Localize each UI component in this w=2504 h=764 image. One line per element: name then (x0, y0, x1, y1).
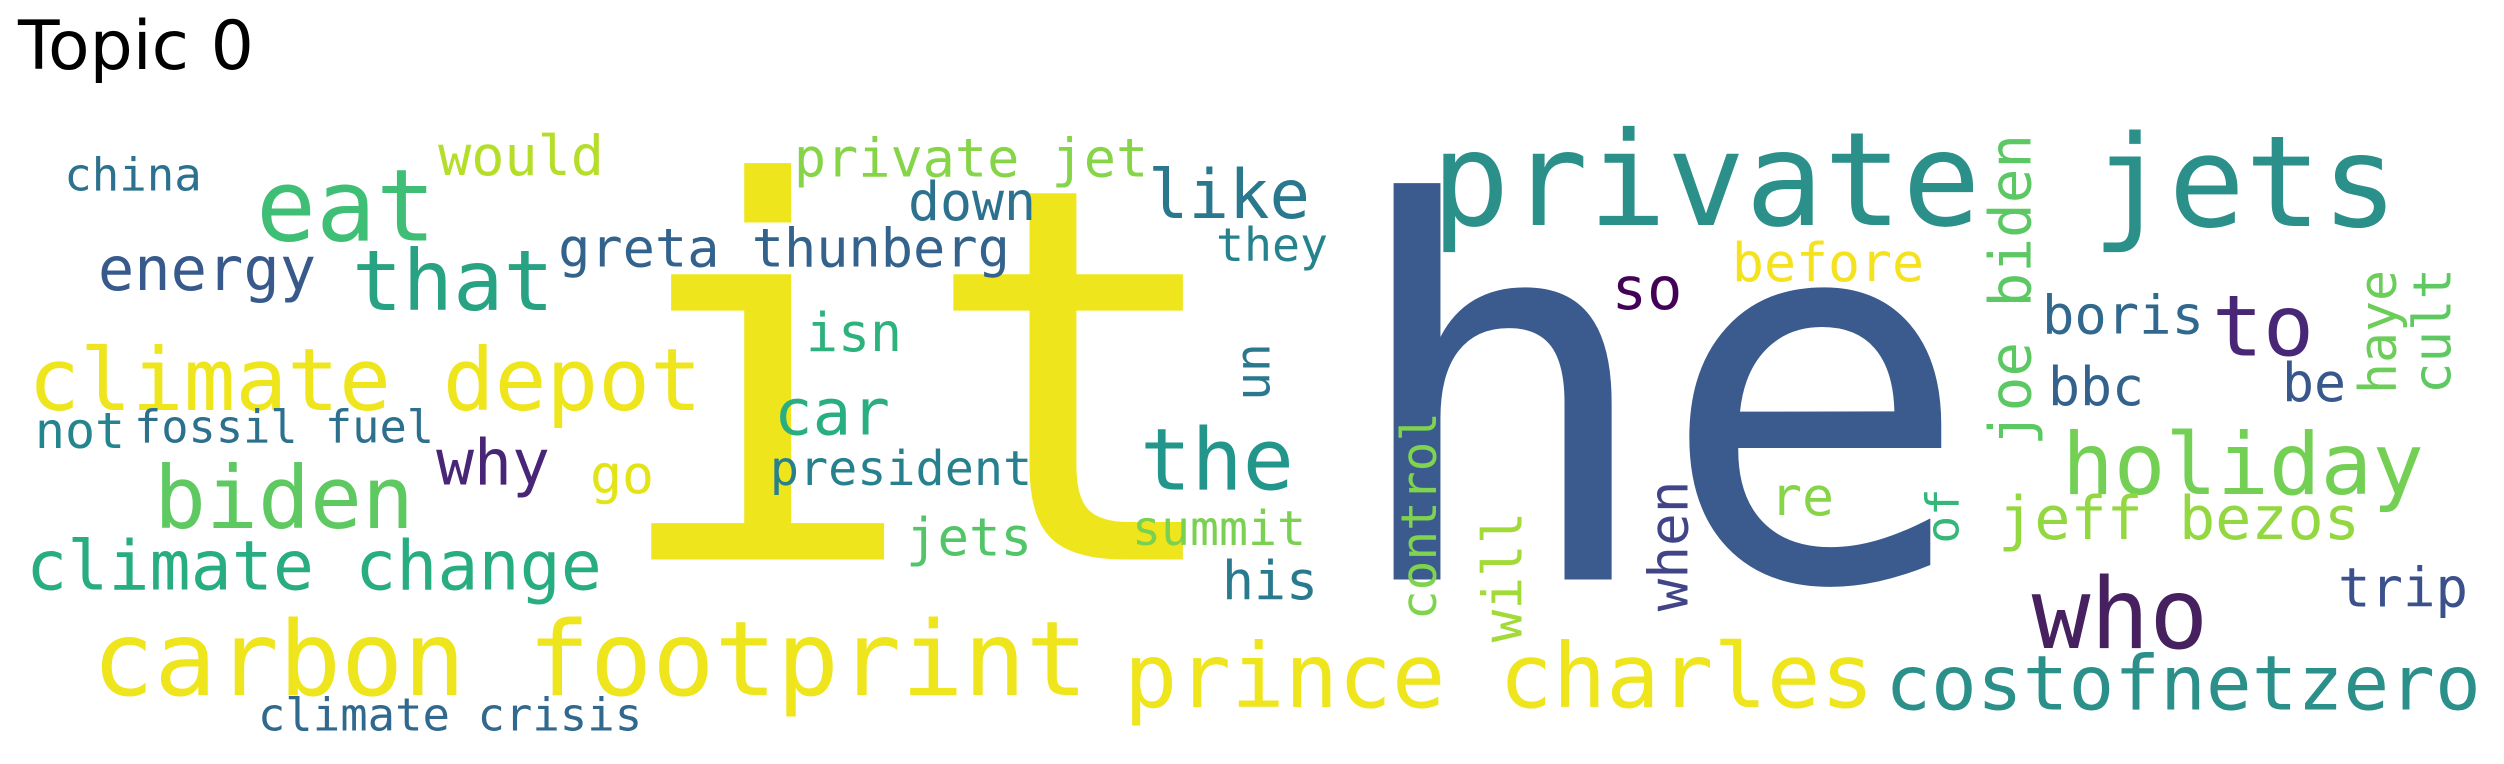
word-summit: summit (1132, 501, 1306, 557)
word-the: the (1140, 412, 1294, 511)
word-before: before (1732, 232, 1924, 294)
word-car: car (774, 376, 890, 451)
word-carbon-footprint: carbon footprint (92, 600, 1088, 720)
word-climate-change: climate change (26, 528, 602, 607)
word-private: private (1431, 104, 1980, 256)
word-when: when (1638, 481, 1701, 612)
word-prince-charles: prince charles (1124, 624, 1874, 728)
word-why: why (436, 427, 550, 500)
word-china: china (64, 149, 202, 202)
word-he: he (1344, 97, 1972, 704)
word-joe-biden: joe biden (1978, 134, 2045, 446)
word-re: re (1770, 466, 1834, 528)
word-haye: haye (2349, 270, 2409, 394)
word-trip: trip (2338, 557, 2468, 620)
word-climate-depot: climate depot (28, 331, 702, 431)
word-energy: energy (98, 235, 316, 305)
word-greta-thunberg: greta thunberg (558, 217, 1010, 280)
word-control: control (1390, 412, 1448, 620)
word-jeff-bezos: jeff bezos (1998, 484, 2360, 554)
word-so: so (1612, 255, 1683, 323)
word-it: it (606, 77, 1234, 684)
figure-title: Topic 0 (18, 7, 254, 86)
word-bbc: bbc (2048, 356, 2144, 418)
word-jets: jets (2092, 108, 2398, 256)
word-would: would (438, 124, 604, 188)
word-of: of (1917, 488, 1970, 543)
word-they: they (1216, 218, 1328, 272)
word-like: like (1148, 156, 1310, 234)
word-costofnetzero: costofnetzero (1885, 639, 2481, 728)
word-to: to (2212, 277, 2314, 376)
word-climate-crisis: climate crisis (258, 689, 642, 742)
word-fossil-fuel: fossil fuel (134, 401, 434, 454)
word-eat: eat (256, 148, 436, 265)
word-his: his (1222, 550, 1318, 612)
word-not: not (35, 402, 125, 460)
word-biden: biden (154, 449, 414, 549)
word-holiday: holiday (2062, 415, 2424, 515)
word-jets: jets (906, 508, 1032, 569)
word-president: president (770, 441, 1032, 497)
word-who: who (2032, 558, 2209, 672)
word-private-jet: private jet (794, 127, 1148, 190)
word-un: un (1227, 343, 1282, 401)
word-boris: boris (2042, 284, 2204, 347)
word-cult: cult (2403, 268, 2464, 394)
word-down: down (908, 171, 1036, 233)
word-be: be (2282, 352, 2346, 414)
word-will: will (1472, 512, 1535, 643)
word-go: go (590, 444, 654, 506)
word-that: that (352, 232, 554, 330)
word-isn: isn (806, 302, 902, 364)
